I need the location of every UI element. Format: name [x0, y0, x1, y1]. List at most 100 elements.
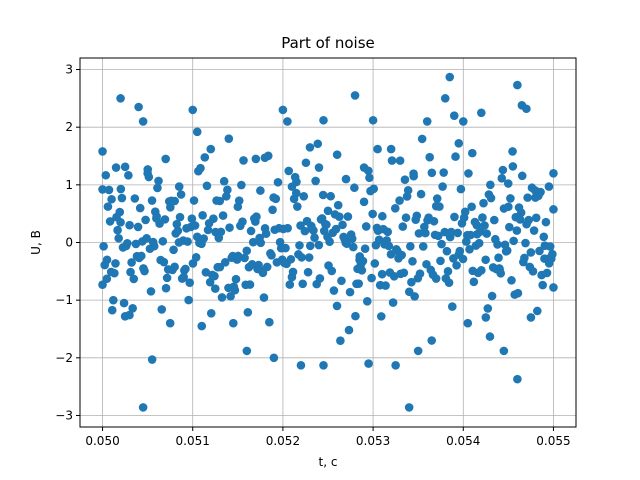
data-point — [290, 172, 300, 182]
data-point — [120, 162, 130, 172]
data-point — [416, 189, 426, 199]
data-point — [98, 185, 107, 194]
x-tick-label: 0.051 — [176, 434, 210, 448]
data-point — [486, 180, 495, 190]
data-point — [517, 171, 527, 181]
data-point — [125, 220, 134, 230]
data-point — [165, 318, 175, 328]
data-point — [344, 325, 354, 335]
data-point — [538, 280, 547, 290]
data-point — [445, 72, 455, 82]
data-point — [544, 182, 554, 191]
data-point — [369, 184, 379, 194]
data-point — [142, 233, 151, 243]
data-point — [100, 260, 109, 270]
data-point — [415, 269, 425, 278]
data-point — [111, 163, 121, 172]
data-point — [348, 242, 358, 252]
data-point — [464, 169, 473, 178]
data-point — [269, 353, 279, 363]
data-point — [216, 227, 226, 237]
data-point — [407, 277, 416, 287]
data-point — [333, 200, 343, 210]
data-point — [493, 240, 502, 249]
data-point — [206, 309, 216, 318]
data-point — [479, 198, 488, 208]
data-point — [198, 211, 207, 220]
data-point — [542, 268, 552, 278]
data-point — [103, 202, 113, 211]
data-point — [409, 169, 418, 178]
y-tick-label: −1 — [55, 293, 73, 307]
data-point — [499, 346, 509, 356]
data-point — [456, 184, 466, 194]
data-point — [439, 168, 448, 177]
data-point — [509, 236, 518, 246]
data-point — [400, 175, 410, 184]
data-point — [443, 267, 453, 276]
data-point — [119, 298, 129, 308]
data-point — [503, 179, 513, 188]
data-point — [199, 234, 209, 243]
data-point — [373, 144, 382, 154]
data-point — [453, 228, 462, 238]
data-point — [386, 249, 396, 259]
data-point — [318, 190, 328, 200]
data-point — [390, 204, 400, 213]
data-point — [175, 212, 185, 222]
data-point — [201, 267, 211, 277]
data-point — [147, 355, 157, 364]
data-point — [271, 194, 281, 204]
data-point — [404, 403, 414, 412]
data-point — [169, 245, 178, 255]
data-point — [295, 241, 304, 250]
data-point — [189, 196, 199, 205]
plot-frame — [79, 57, 577, 428]
data-point — [508, 162, 518, 171]
data-point — [114, 233, 123, 243]
data-point — [449, 111, 459, 120]
data-point — [273, 177, 283, 187]
data-point — [483, 304, 493, 313]
data-point — [107, 194, 116, 204]
data-point — [384, 241, 394, 251]
data-point — [467, 202, 476, 212]
data-point — [138, 403, 148, 412]
data-point — [159, 257, 169, 267]
data-point — [398, 222, 408, 231]
data-point — [174, 182, 184, 191]
data-point — [364, 359, 373, 368]
data-point — [412, 211, 422, 221]
data-point — [296, 361, 306, 370]
data-point — [524, 215, 534, 225]
data-point — [520, 253, 529, 263]
data-point — [347, 234, 357, 243]
data-point — [431, 274, 441, 283]
data-point — [358, 256, 368, 266]
data-point — [470, 217, 480, 227]
data-point — [350, 183, 359, 193]
data-point — [378, 211, 387, 221]
data-point — [305, 241, 315, 251]
chart-title: Part of noise — [281, 34, 375, 52]
y-axis-label: U, B — [29, 230, 43, 255]
data-point — [117, 193, 127, 203]
data-point — [451, 152, 460, 161]
data-point — [223, 185, 232, 195]
data-point — [229, 318, 238, 328]
data-point — [437, 239, 446, 249]
data-point — [259, 293, 269, 302]
data-point — [444, 278, 454, 287]
data-point — [496, 269, 506, 278]
data-point — [549, 169, 558, 178]
data-point — [533, 306, 542, 316]
data-point — [146, 287, 156, 296]
data-point — [395, 196, 404, 205]
data-point — [105, 217, 115, 226]
data-point — [326, 191, 335, 201]
data-point — [238, 217, 247, 226]
data-point — [248, 237, 258, 247]
data-point — [427, 336, 437, 345]
data-point — [413, 346, 423, 356]
data-point — [477, 265, 486, 275]
